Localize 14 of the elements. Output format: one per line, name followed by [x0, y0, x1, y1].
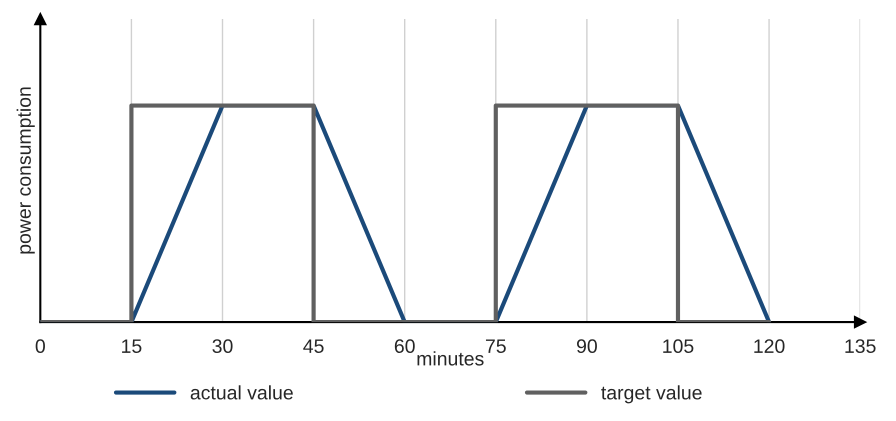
x-tick-label: 45	[303, 339, 324, 354]
x-tick-label: 120	[754, 339, 785, 354]
x-tick-label: 0	[36, 339, 45, 354]
x-axis-title: minutes	[417, 351, 484, 366]
legend-label: target value	[601, 385, 702, 404]
x-tick-label: 15	[122, 339, 142, 354]
legend-label: actual value	[190, 385, 293, 400]
x-tick-label: 30	[212, 339, 233, 354]
x-tick-label: 105	[663, 339, 694, 354]
x-tick-label: 60	[394, 339, 415, 354]
x-tick-label: 90	[576, 339, 597, 354]
x-tick-label: 135	[845, 339, 876, 354]
y-axis-title: power consumption	[16, 87, 35, 254]
x-tick-label: 75	[486, 339, 506, 354]
